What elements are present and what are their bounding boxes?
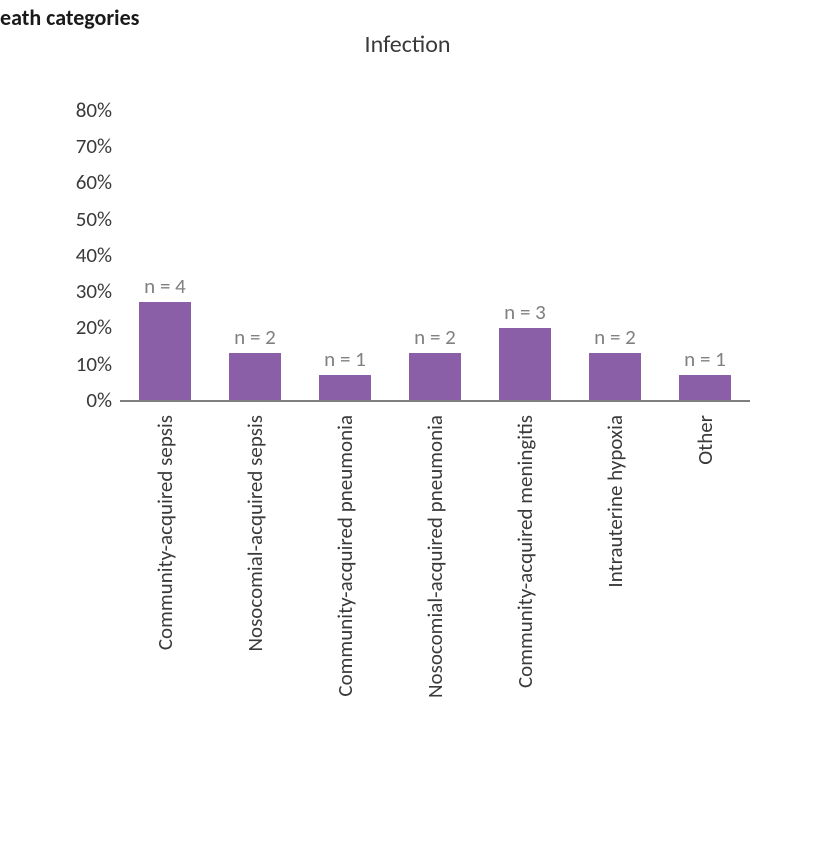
page: eath categories Infection 0%10%20%30%40%… [0,0,815,844]
bar-count-label: n = 2 [390,324,480,350]
bar [229,353,280,400]
y-tick-label: 10% [22,351,112,377]
y-tick-label: 20% [22,314,112,340]
y-tick-label: 50% [22,206,112,232]
y-tick-label: 80% [22,97,112,123]
bar [409,353,460,400]
category-label: Nosocomial-acquired sepsis [242,415,268,795]
bar-count-label: n = 2 [570,324,660,350]
category-label: Other [692,415,718,795]
bar-count-label: n = 4 [120,273,210,299]
y-tick-label: 0% [22,387,112,413]
category-label: Community-acquired pneumonia [332,415,358,795]
bar [319,375,370,400]
bar [499,328,550,401]
bar-count-label: n = 1 [660,346,750,372]
y-tick-label: 70% [22,133,112,159]
y-tick-label: 30% [22,278,112,304]
category-label: Intrauterine hypoxia [602,415,628,795]
category-label: Nosocomial-acquired pneumonia [422,415,448,795]
bar-count-label: n = 2 [210,324,300,350]
category-label: Community-acquired meningitis [512,415,538,795]
infection-bar-chart: 0% 10% 20% 30% 40% 50% 60% 70% 80% n = 4 Community… [0,0,815,844]
bar-count-label: n = 3 [480,299,570,325]
category-label: Community-acquired sepsis [152,415,178,795]
y-tick-label: 40% [22,242,112,268]
bar-count-label: n = 1 [300,346,390,372]
bar [589,353,640,400]
y-tick-label: 60% [22,169,112,195]
bar [139,302,190,400]
bar [679,375,730,400]
